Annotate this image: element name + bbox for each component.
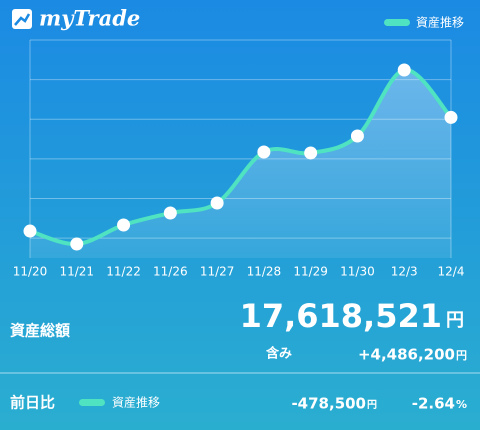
logo-icon-mark [14,13,31,26]
data-point [23,224,37,238]
daily-change-unit: 円 [367,399,377,411]
data-point [117,218,131,232]
legend-label: 資産推移 [112,395,160,410]
data-point [163,206,177,220]
logo-text: myTrade [39,6,140,31]
x-tick-label: 11/28 [247,265,282,279]
data-point [350,129,364,143]
area [30,69,451,258]
x-tick-label: 12/4 [438,265,465,279]
legend-swatch [384,19,410,26]
data-point [210,196,224,210]
plot: 11/20 11/21 11/22 11/26 11/27 11/28 11/29 11/30… [13,39,465,279]
legend-swatch [79,399,105,406]
data-point [70,237,84,251]
total-unit: 円 [446,310,464,331]
x-tick-label: 11/21 [59,265,94,279]
daily-label: 前日比 [10,394,55,412]
unrealized-unit: 円 [456,349,467,362]
legend-label: 資産推移 [416,15,464,30]
x-tick-label: 11/20 [13,265,48,279]
data-point [257,145,271,159]
unrealized-label: 含み [265,346,292,362]
daily-change-pct: -2.64 [412,395,455,413]
x-tick-label: 11/27 [200,265,235,279]
data-point [304,146,318,160]
x-tick-label: 11/29 [293,265,328,279]
daily-pct-unit: % [456,398,467,411]
total-label: 資産総額 [10,322,70,340]
data-point [397,63,411,77]
data-point [444,110,458,124]
total-value: 17,618,521 [240,297,442,335]
daily-change: -478,500 [291,395,366,413]
x-tick-label: 12/3 [391,265,418,279]
logo: myTrade [12,6,140,31]
x-tick-label: 11/22 [106,265,141,279]
line [28,68,453,247]
legend: 資産推移 [384,15,464,30]
x-tick-label: 11/30 [340,265,375,279]
unrealized-value: +4,486,200 [358,346,455,364]
x-tick-label: 11/26 [153,265,188,279]
